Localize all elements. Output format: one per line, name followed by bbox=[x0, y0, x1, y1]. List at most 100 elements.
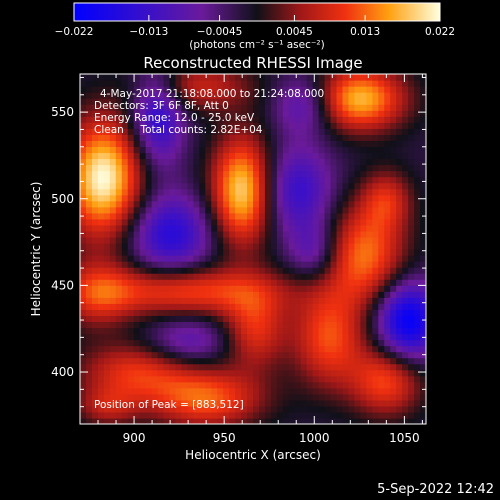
heatmap-cell bbox=[330, 345, 338, 353]
heatmap-cell bbox=[235, 170, 242, 178]
heatmap-cell bbox=[306, 104, 314, 111]
heatmap-cell bbox=[354, 152, 361, 160]
heatmap-cell bbox=[91, 411, 99, 419]
heatmap-cell bbox=[235, 80, 242, 87]
heatmap-cell bbox=[91, 164, 99, 172]
heatmap-cell bbox=[258, 128, 266, 135]
heatmap-cell bbox=[109, 122, 117, 129]
heatmap-cell bbox=[241, 399, 248, 407]
heatmap-cell bbox=[384, 333, 391, 341]
heatmap-cell bbox=[247, 393, 254, 401]
heatmap-cell bbox=[80, 309, 87, 316]
heatmap-cell bbox=[366, 188, 373, 196]
heatmap-cell bbox=[294, 110, 302, 117]
heatmap-cell bbox=[300, 357, 308, 365]
heatmap-cell bbox=[288, 315, 296, 323]
heatmap-cell bbox=[181, 230, 188, 238]
heatmap-cell bbox=[348, 357, 356, 365]
heatmap-cell bbox=[342, 170, 350, 178]
heatmap-cell bbox=[223, 321, 230, 329]
heatmap-cell bbox=[336, 399, 344, 407]
heatmap-cell bbox=[312, 393, 320, 401]
heatmap-cell bbox=[247, 224, 254, 232]
heatmap-cell bbox=[384, 182, 391, 190]
heatmap-cell bbox=[247, 369, 254, 377]
heatmap-cell bbox=[306, 164, 314, 172]
heatmap-cell bbox=[157, 206, 165, 214]
x-tick-label: 1000 bbox=[299, 431, 330, 445]
heatmap-cell bbox=[229, 279, 236, 286]
heatmap-cell bbox=[354, 80, 361, 87]
heatmap-cell bbox=[318, 104, 326, 111]
heatmap-cell bbox=[264, 363, 272, 371]
heatmap-cell bbox=[330, 273, 338, 280]
heatmap-cell bbox=[115, 170, 123, 178]
heatmap-cell bbox=[253, 164, 260, 172]
heatmap-cell bbox=[211, 357, 218, 365]
heatmap-cell bbox=[300, 279, 308, 286]
heatmap-cell bbox=[193, 170, 200, 178]
heatmap-cell bbox=[402, 116, 409, 123]
heatmap-cell bbox=[366, 164, 373, 172]
heatmap-cell bbox=[241, 110, 248, 117]
heatmap-cell bbox=[121, 170, 129, 178]
heatmap-cell bbox=[253, 267, 260, 274]
heatmap-cell bbox=[241, 327, 248, 335]
heatmap-cell bbox=[348, 291, 356, 298]
heatmap-cell bbox=[366, 279, 373, 286]
heatmap-cell bbox=[151, 411, 159, 419]
heatmap-cell bbox=[366, 249, 373, 256]
heatmap-cell bbox=[181, 303, 188, 310]
heatmap-cell bbox=[378, 399, 385, 407]
heatmap-cell bbox=[241, 122, 248, 129]
heatmap-cell bbox=[318, 357, 326, 365]
heatmap-cell bbox=[115, 249, 123, 256]
heatmap-cell bbox=[175, 351, 183, 359]
heatmap-cell bbox=[211, 255, 218, 262]
heatmap-cell bbox=[181, 110, 188, 117]
heatmap-cell bbox=[163, 357, 171, 365]
heatmap-cell bbox=[163, 363, 171, 371]
heatmap-cell bbox=[336, 116, 344, 123]
heatmap-cell bbox=[223, 381, 230, 389]
heatmap-cell bbox=[223, 393, 230, 401]
heatmap-cell bbox=[169, 152, 177, 160]
heatmap-cell bbox=[348, 218, 356, 226]
heatmap-cell bbox=[247, 116, 254, 123]
heatmap-cell bbox=[348, 206, 356, 214]
heatmap-cell bbox=[264, 387, 272, 395]
heatmap-cell bbox=[139, 194, 147, 202]
heatmap-cell bbox=[103, 182, 111, 190]
heatmap-cell bbox=[80, 158, 87, 166]
heatmap-cell bbox=[282, 122, 290, 129]
heatmap-cell bbox=[223, 261, 230, 268]
heatmap-cell bbox=[253, 242, 260, 250]
heatmap-cell bbox=[402, 134, 409, 141]
heatmap-cell bbox=[300, 381, 308, 389]
heatmap-cell bbox=[109, 128, 117, 135]
heatmap-cell bbox=[253, 146, 260, 154]
heatmap-cell bbox=[103, 230, 111, 238]
heatmap-cell bbox=[151, 321, 159, 329]
heatmap-cell bbox=[270, 309, 278, 316]
heatmap-cell bbox=[408, 206, 415, 214]
heatmap-cell bbox=[396, 92, 403, 99]
heatmap-cell bbox=[288, 417, 296, 424]
heatmap-cell bbox=[270, 387, 278, 395]
heatmap-cell bbox=[414, 158, 421, 166]
heatmap-cell bbox=[282, 357, 290, 365]
heatmap-cell bbox=[175, 315, 183, 323]
heatmap-cell bbox=[145, 74, 153, 81]
heatmap-cell bbox=[282, 236, 290, 244]
heatmap-cell bbox=[384, 110, 391, 117]
heatmap-cell bbox=[127, 116, 135, 123]
heatmap-cell bbox=[402, 152, 409, 160]
heatmap-cell bbox=[217, 309, 224, 316]
heatmap-cell bbox=[396, 351, 403, 359]
heatmap-cell bbox=[145, 164, 153, 172]
heatmap-cell bbox=[151, 200, 159, 208]
heatmap-cell bbox=[306, 194, 314, 202]
heatmap-cell bbox=[97, 369, 105, 377]
heatmap-cell bbox=[115, 86, 123, 93]
heatmap-cell bbox=[133, 212, 141, 220]
